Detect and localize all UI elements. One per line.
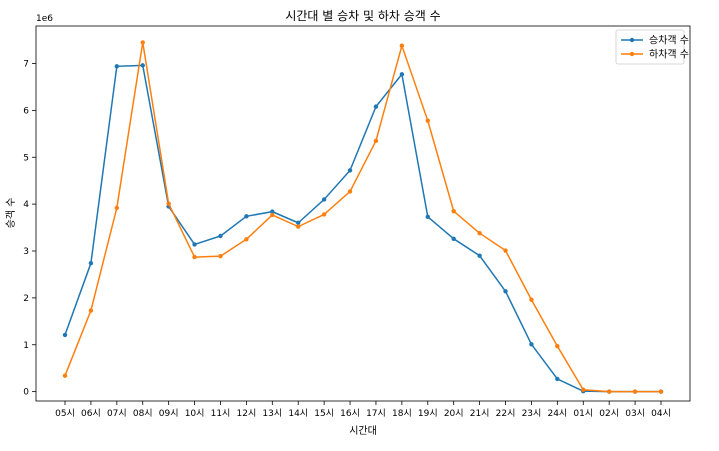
y-tick-label: 4 (23, 200, 29, 210)
x-tick-label: 02시 (599, 408, 619, 419)
x-tick-label: 18시 (392, 408, 412, 419)
y-offset-label: 1e6 (36, 14, 53, 24)
legend-label-1: 승차객 수 (649, 35, 689, 47)
legend-label-2: 하차객 수 (649, 48, 689, 61)
data-point (347, 189, 353, 194)
x-tick-label: 24시 (547, 408, 567, 419)
data-point (244, 237, 249, 242)
y-tick-label: 5 (23, 153, 29, 163)
data-point (62, 373, 68, 378)
data-point (451, 208, 456, 214)
x-axis-ticks: 05시 06시 07시 08시 09시 10시 11시 12시 13시 14시 15시 16시 17시 1… (55, 401, 671, 419)
x-tick-label: 15시 (314, 408, 334, 419)
x-tick-label: 17시 (366, 408, 386, 419)
series-layer (62, 40, 664, 394)
series-line-2 (64, 41, 661, 393)
data-point (503, 289, 508, 294)
x-tick-label: 14시 (288, 408, 308, 419)
data-point (218, 253, 223, 259)
data-point (321, 197, 327, 202)
data-point (88, 308, 94, 313)
data-point (529, 297, 534, 302)
data-point (503, 248, 508, 253)
x-tick-label: 07시 (107, 408, 127, 419)
y-tick-label: 3 (23, 247, 29, 257)
x-tick-label: 06시 (81, 408, 101, 419)
x-tick-label: 01시 (573, 408, 593, 419)
data-point (606, 389, 612, 394)
data-point (114, 64, 120, 69)
data-point (296, 220, 301, 226)
x-axis-title: 시간대 (349, 425, 377, 437)
series-line-1 (64, 64, 661, 393)
data-point (425, 214, 430, 219)
legend-marker-2 (629, 51, 635, 57)
data-point (218, 233, 223, 239)
x-tick-label: 13시 (262, 408, 282, 419)
data-point (270, 212, 275, 218)
x-tick-label: 10시 (185, 408, 205, 419)
y-axis-ticks: 0 1 2 3 4 5 6 7 (23, 60, 36, 398)
data-point (347, 168, 353, 173)
data-point (321, 212, 327, 217)
data-point (632, 389, 638, 394)
data-point (192, 242, 197, 247)
x-tick-label: 09시 (159, 408, 179, 419)
x-tick-label: 19시 (418, 408, 438, 419)
y-tick-label: 0 (23, 388, 29, 398)
x-tick-label: 22시 (496, 408, 516, 419)
x-tick-label: 20시 (444, 408, 464, 419)
chart-title: 시간대 별 승차 및 하차 승객 수 (285, 9, 440, 23)
data-point (62, 332, 68, 338)
data-point (658, 389, 664, 394)
data-point (244, 214, 249, 219)
data-point (477, 230, 482, 236)
x-tick-label: 03시 (625, 408, 645, 419)
data-point (296, 224, 301, 229)
data-point (425, 118, 430, 123)
x-tick-label: 12시 (237, 408, 257, 419)
data-point (529, 342, 534, 347)
plot-area (35, 25, 691, 402)
data-point (373, 104, 379, 109)
x-tick-label: 04시 (651, 408, 671, 419)
data-point (88, 260, 94, 266)
y-tick-label: 6 (23, 106, 29, 116)
data-point (555, 376, 560, 382)
data-point (114, 205, 120, 211)
x-tick-label: 16시 (340, 408, 360, 419)
x-tick-label: 11시 (211, 408, 231, 419)
y-tick-label: 7 (23, 60, 29, 70)
data-point (399, 72, 405, 77)
y-axis-title: 승객 수 (5, 198, 17, 229)
data-point (581, 387, 586, 392)
data-point (140, 63, 145, 68)
data-point (555, 343, 560, 349)
x-tick-label: 05시 (55, 408, 75, 419)
data-point (192, 254, 197, 260)
x-tick-label: 08시 (133, 408, 153, 419)
data-point (166, 201, 171, 206)
x-tick-label: 21시 (470, 408, 490, 419)
data-point (373, 138, 379, 144)
data-point (451, 236, 456, 242)
data-point (270, 209, 275, 214)
data-point (140, 40, 145, 45)
y-tick-label: 1 (23, 341, 29, 351)
data-point (477, 253, 482, 258)
data-point (399, 43, 405, 48)
y-tick-label: 2 (23, 294, 29, 304)
legend-marker-1 (629, 37, 635, 43)
x-tick-label: 23시 (522, 408, 542, 419)
